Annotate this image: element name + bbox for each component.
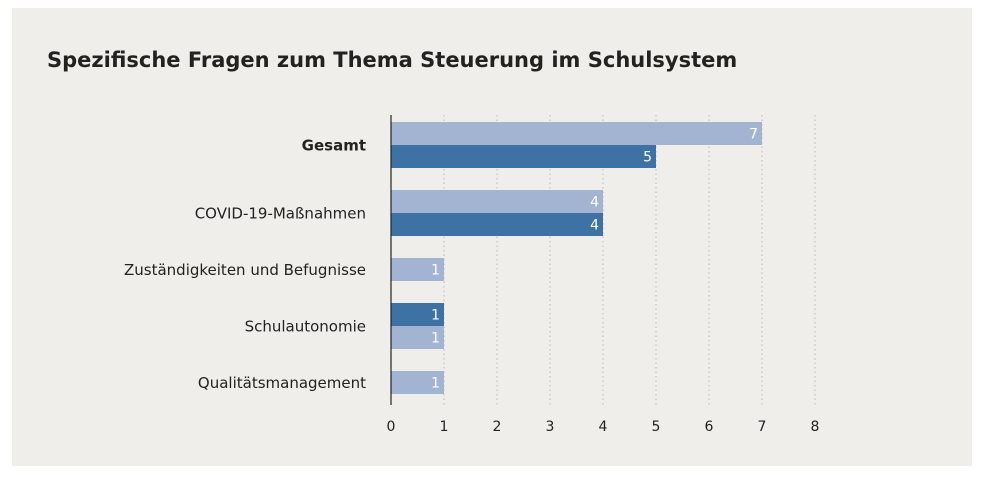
category-label: COVID-19-Maßnahmen	[195, 205, 366, 223]
bar	[391, 326, 444, 349]
value-label: 1	[431, 263, 440, 279]
value-label: 1	[431, 331, 440, 347]
bar	[391, 122, 762, 145]
category-label: Qualitätsmanagement	[198, 374, 366, 392]
bar	[391, 371, 444, 394]
bar	[391, 258, 444, 281]
x-tick-label: 0	[387, 419, 396, 435]
category-label: Schulautonomie	[245, 318, 366, 336]
value-label: 4	[590, 218, 599, 234]
value-label: 1	[431, 308, 440, 324]
x-tick-label: 3	[546, 419, 555, 435]
x-tick-label: 4	[599, 419, 608, 435]
value-label: 5	[643, 150, 652, 166]
x-tick-label: 1	[440, 419, 449, 435]
category-label: Gesamt	[302, 137, 366, 155]
bar	[391, 213, 603, 236]
bar	[391, 190, 603, 213]
value-label: 7	[749, 127, 758, 143]
x-tick-label: 5	[652, 419, 661, 435]
x-tick-label: 8	[811, 419, 820, 435]
bar	[391, 303, 444, 326]
value-label: 4	[590, 195, 599, 211]
bar	[391, 145, 656, 168]
category-label: Zuständigkeiten und Befugnisse	[124, 261, 366, 279]
panel	[12, 8, 972, 466]
chart-title: Spezifische Fragen zum Thema Steuerung i…	[47, 48, 737, 72]
x-tick-label: 6	[705, 419, 714, 435]
x-tick-label: 7	[758, 419, 767, 435]
value-label: 1	[431, 376, 440, 392]
x-tick-label: 2	[493, 419, 502, 435]
